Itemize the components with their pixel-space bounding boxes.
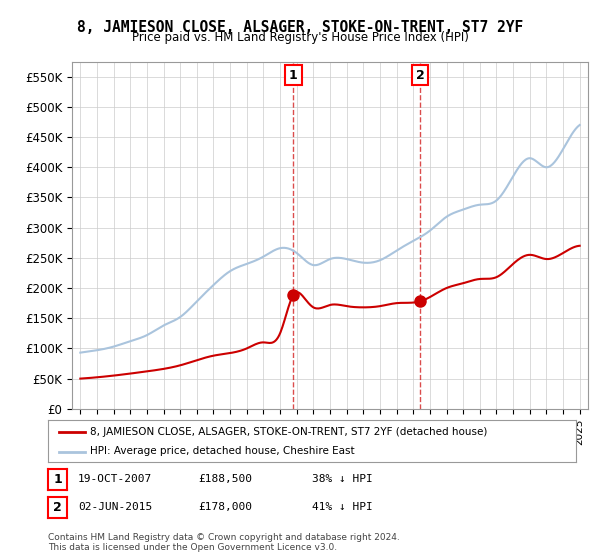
Text: 1: 1 [53,473,62,486]
Text: Price paid vs. HM Land Registry's House Price Index (HPI): Price paid vs. HM Land Registry's House … [131,31,469,44]
Text: This data is licensed under the Open Government Licence v3.0.: This data is licensed under the Open Gov… [48,543,337,552]
Text: 8, JAMIESON CLOSE, ALSAGER, STOKE-ON-TRENT, ST7 2YF (detached house): 8, JAMIESON CLOSE, ALSAGER, STOKE-ON-TRE… [90,427,488,437]
Text: 19-OCT-2007: 19-OCT-2007 [78,474,152,484]
Text: 41% ↓ HPI: 41% ↓ HPI [312,502,373,512]
Text: HPI: Average price, detached house, Cheshire East: HPI: Average price, detached house, Ches… [90,446,355,456]
Text: 8, JAMIESON CLOSE, ALSAGER, STOKE-ON-TRENT, ST7 2YF: 8, JAMIESON CLOSE, ALSAGER, STOKE-ON-TRE… [77,20,523,35]
Text: 1: 1 [289,68,298,82]
Text: 02-JUN-2015: 02-JUN-2015 [78,502,152,512]
Text: 2: 2 [416,68,425,82]
Text: 38% ↓ HPI: 38% ↓ HPI [312,474,373,484]
Text: £178,000: £178,000 [198,502,252,512]
Text: Contains HM Land Registry data © Crown copyright and database right 2024.: Contains HM Land Registry data © Crown c… [48,533,400,542]
Text: £188,500: £188,500 [198,474,252,484]
Text: 2: 2 [53,501,62,514]
